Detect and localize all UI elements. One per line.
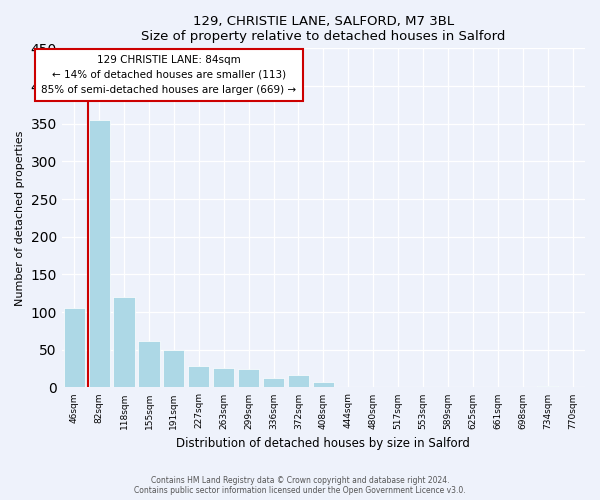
Bar (238, 370, 259, 388)
Y-axis label: Number of detached properties: Number of detached properties (15, 130, 25, 306)
Text: Contains HM Land Registry data © Crown copyright and database right 2024.
Contai: Contains HM Land Registry data © Crown c… (134, 476, 466, 495)
X-axis label: Distribution of detached houses by size in Salford: Distribution of detached houses by size … (176, 437, 470, 450)
Bar (139, 340, 160, 388)
Bar (188, 366, 209, 388)
Title: 129, CHRISTIE LANE, SALFORD, M7 3BL
Size of property relative to detached houses: 129, CHRISTIE LANE, SALFORD, M7 3BL Size… (141, 15, 506, 43)
Bar (64, 308, 85, 388)
Text: 129 CHRISTIE LANE: 84sqm
← 14% of detached houses are smaller (113)
85% of semi-: 129 CHRISTIE LANE: 84sqm ← 14% of detach… (41, 55, 296, 94)
Bar (89, 120, 110, 388)
Bar (263, 378, 284, 388)
Bar (537, 386, 558, 388)
Bar (163, 350, 184, 388)
Bar (113, 297, 134, 388)
Bar (213, 368, 235, 388)
Bar (313, 382, 334, 388)
Bar (288, 374, 309, 388)
